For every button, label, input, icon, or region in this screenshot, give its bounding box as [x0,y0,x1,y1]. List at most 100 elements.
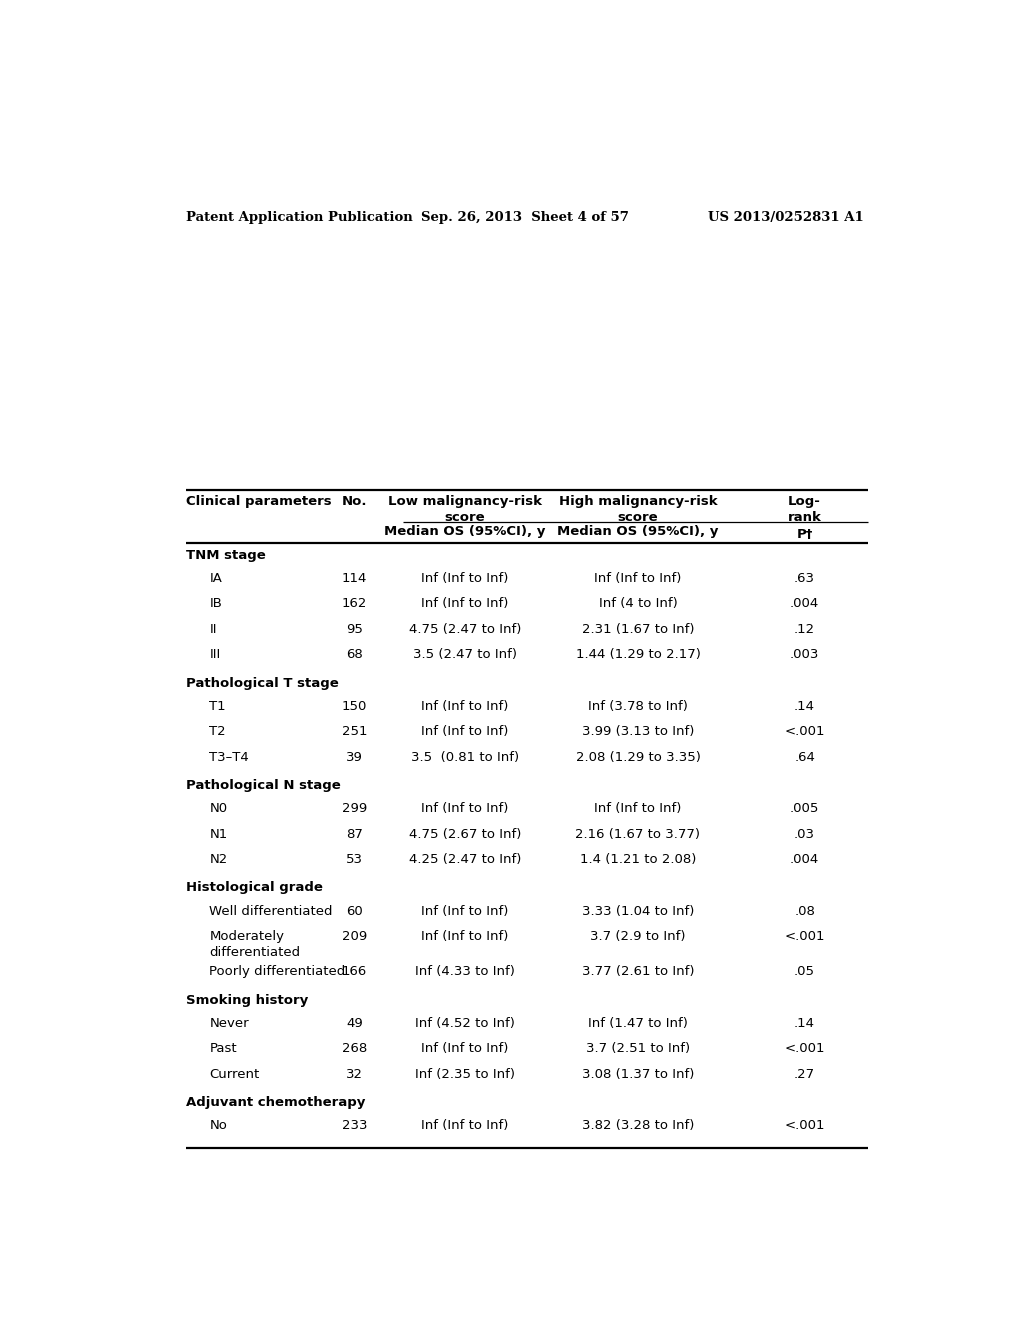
Text: .003: .003 [790,648,819,661]
Text: No: No [209,1119,227,1133]
Text: 3.7 (2.51 to Inf): 3.7 (2.51 to Inf) [586,1043,690,1056]
Text: Never: Never [209,1016,249,1030]
Text: II: II [209,623,217,636]
Text: .05: .05 [794,965,815,978]
Text: N2: N2 [209,853,227,866]
Text: Inf (Inf to Inf): Inf (Inf to Inf) [422,929,509,942]
Text: TNM stage: TNM stage [186,549,266,562]
Text: Past: Past [209,1043,237,1056]
Text: Low malignancy-risk
score: Low malignancy-risk score [388,495,542,524]
Text: .12: .12 [794,623,815,636]
Text: .14: .14 [794,700,815,713]
Text: .08: .08 [795,904,815,917]
Text: 150: 150 [342,700,367,713]
Text: Inf (2.35 to Inf): Inf (2.35 to Inf) [415,1068,515,1081]
Text: .004: .004 [790,853,819,866]
Text: .64: .64 [795,751,815,763]
Text: Inf (1.47 to Inf): Inf (1.47 to Inf) [588,1016,688,1030]
Text: 3.77 (2.61 to Inf): 3.77 (2.61 to Inf) [582,965,694,978]
Text: 3.99 (3.13 to Inf): 3.99 (3.13 to Inf) [582,725,694,738]
Text: Poorly differentiated: Poorly differentiated [209,965,346,978]
Text: 268: 268 [342,1043,367,1056]
Text: 233: 233 [342,1119,367,1133]
Text: Median OS (95%CI), y: Median OS (95%CI), y [384,525,546,539]
Text: 3.5  (0.81 to Inf): 3.5 (0.81 to Inf) [411,751,519,763]
Text: 1.4 (1.21 to 2.08): 1.4 (1.21 to 2.08) [580,853,696,866]
Text: Pathological N stage: Pathological N stage [186,779,341,792]
Text: .03: .03 [794,828,815,841]
Text: 3.33 (1.04 to Inf): 3.33 (1.04 to Inf) [582,904,694,917]
Text: 251: 251 [342,725,367,738]
Text: 114: 114 [342,572,367,585]
Text: 3.82 (3.28 to Inf): 3.82 (3.28 to Inf) [582,1119,694,1133]
Text: Histological grade: Histological grade [186,882,323,895]
Text: T1: T1 [209,700,226,713]
Text: 2.08 (1.29 to 3.35): 2.08 (1.29 to 3.35) [575,751,700,763]
Text: N1: N1 [209,828,227,841]
Text: .63: .63 [794,572,815,585]
Text: T3–T4: T3–T4 [209,751,249,763]
Text: No.: No. [342,495,367,508]
Text: N0: N0 [209,803,227,816]
Text: Median OS (95%CI), y: Median OS (95%CI), y [557,525,719,539]
Text: 3.5 (2.47 to Inf): 3.5 (2.47 to Inf) [413,648,517,661]
Text: 4.75 (2.47 to Inf): 4.75 (2.47 to Inf) [409,623,521,636]
Text: III: III [209,648,220,661]
Text: 49: 49 [346,1016,362,1030]
Text: Inf (Inf to Inf): Inf (Inf to Inf) [422,1119,509,1133]
Text: IA: IA [209,572,222,585]
Text: .004: .004 [790,598,819,610]
Text: Inf (Inf to Inf): Inf (Inf to Inf) [422,1043,509,1056]
Text: Inf (Inf to Inf): Inf (Inf to Inf) [422,598,509,610]
Text: 3.7 (2.9 to Inf): 3.7 (2.9 to Inf) [590,929,686,942]
Text: 299: 299 [342,803,367,816]
Text: 53: 53 [346,853,362,866]
Text: Pathological T stage: Pathological T stage [186,677,339,689]
Text: High malignancy-risk
score: High malignancy-risk score [559,495,717,524]
Text: T2: T2 [209,725,226,738]
Text: Patent Application Publication: Patent Application Publication [186,211,413,224]
Text: US 2013/0252831 A1: US 2013/0252831 A1 [709,211,864,224]
Text: Adjuvant chemotherapy: Adjuvant chemotherapy [186,1096,366,1109]
Text: 4.25 (2.47 to Inf): 4.25 (2.47 to Inf) [409,853,521,866]
Text: IB: IB [209,598,222,610]
Text: Clinical parameters: Clinical parameters [186,495,332,508]
Text: 87: 87 [346,828,362,841]
Text: Smoking history: Smoking history [186,994,308,1007]
Text: 95: 95 [346,623,362,636]
Text: .27: .27 [794,1068,815,1081]
Text: Well differentiated: Well differentiated [209,904,333,917]
Text: 39: 39 [346,751,362,763]
Text: 166: 166 [342,965,367,978]
Text: Inf (4.52 to Inf): Inf (4.52 to Inf) [415,1016,515,1030]
Text: Inf (Inf to Inf): Inf (Inf to Inf) [422,700,509,713]
Text: Inf (Inf to Inf): Inf (Inf to Inf) [594,803,682,816]
Text: 3.08 (1.37 to Inf): 3.08 (1.37 to Inf) [582,1068,694,1081]
Text: Log-
rank
P†: Log- rank P† [787,495,821,541]
Text: <.001: <.001 [784,725,824,738]
Text: 60: 60 [346,904,362,917]
Text: 162: 162 [342,598,367,610]
Text: Inf (Inf to Inf): Inf (Inf to Inf) [422,904,509,917]
Text: Inf (4.33 to Inf): Inf (4.33 to Inf) [415,965,515,978]
Text: Inf (4 to Inf): Inf (4 to Inf) [599,598,677,610]
Text: 4.75 (2.67 to Inf): 4.75 (2.67 to Inf) [409,828,521,841]
Text: 68: 68 [346,648,362,661]
Text: Current: Current [209,1068,260,1081]
Text: <.001: <.001 [784,929,824,942]
Text: Inf (Inf to Inf): Inf (Inf to Inf) [422,803,509,816]
Text: Sep. 26, 2013  Sheet 4 of 57: Sep. 26, 2013 Sheet 4 of 57 [421,211,629,224]
Text: Inf (3.78 to Inf): Inf (3.78 to Inf) [588,700,688,713]
Text: 2.16 (1.67 to 3.77): 2.16 (1.67 to 3.77) [575,828,700,841]
Text: 209: 209 [342,929,367,942]
Text: <.001: <.001 [784,1119,824,1133]
Text: Moderately
differentiated: Moderately differentiated [209,929,300,960]
Text: 2.31 (1.67 to Inf): 2.31 (1.67 to Inf) [582,623,694,636]
Text: .14: .14 [794,1016,815,1030]
Text: .005: .005 [790,803,819,816]
Text: Inf (Inf to Inf): Inf (Inf to Inf) [422,572,509,585]
Text: 32: 32 [346,1068,362,1081]
Text: 1.44 (1.29 to 2.17): 1.44 (1.29 to 2.17) [575,648,700,661]
Text: <.001: <.001 [784,1043,824,1056]
Text: Inf (Inf to Inf): Inf (Inf to Inf) [422,725,509,738]
